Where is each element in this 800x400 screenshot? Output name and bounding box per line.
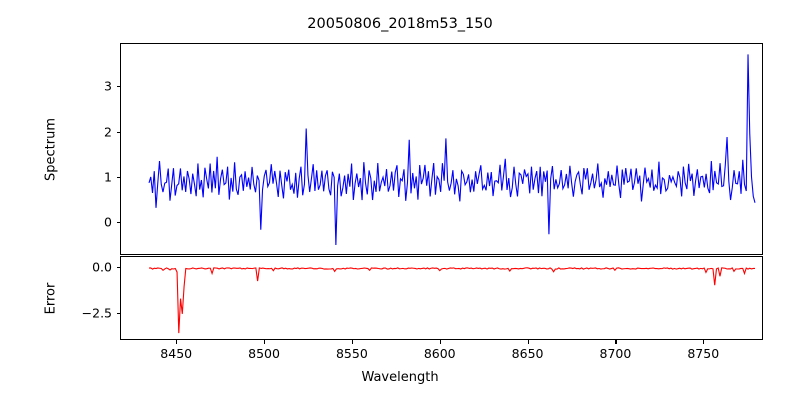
error-line-series xyxy=(121,257,762,339)
y-axis-label-spectrum: Spectrum xyxy=(43,118,59,181)
spectrum-trace xyxy=(149,54,755,245)
spectrum-line-series xyxy=(121,44,762,254)
x-tick-mark xyxy=(615,340,617,344)
y-tick-mark-spectrum xyxy=(116,86,120,88)
y-tick-mark-error xyxy=(116,267,120,269)
y-tick-label-error: −2.5 xyxy=(81,305,112,321)
error-trace xyxy=(149,268,755,333)
x-tick-mark xyxy=(527,340,529,344)
error-plot-area xyxy=(120,256,763,340)
y-tick-label-spectrum: 3 xyxy=(104,78,112,94)
y-tick-label-error: 0.0 xyxy=(92,259,112,275)
x-tick-mark xyxy=(264,340,266,344)
y-tick-label-spectrum: 0 xyxy=(104,214,112,230)
x-tick-label: 8550 xyxy=(335,346,368,361)
y-tick-mark-error xyxy=(116,313,120,315)
y-axis-label-error: Error xyxy=(43,282,59,315)
y-tick-mark-spectrum xyxy=(116,131,120,133)
y-tick-mark-spectrum xyxy=(116,176,120,178)
chart-title: 20050806_2018m53_150 xyxy=(307,16,493,32)
y-tick-mark-spectrum xyxy=(116,222,120,224)
x-axis-label: Wavelength xyxy=(361,370,439,385)
x-tick-mark xyxy=(439,340,441,344)
spectrum-plot-area xyxy=(120,43,763,255)
x-tick-label: 8450 xyxy=(160,346,193,361)
x-tick-mark xyxy=(176,340,178,344)
y-tick-label-spectrum: 2 xyxy=(104,124,112,140)
x-tick-label: 8700 xyxy=(599,346,632,361)
x-tick-mark xyxy=(703,340,705,344)
x-tick-mark xyxy=(351,340,353,344)
x-tick-label: 8600 xyxy=(423,346,456,361)
x-tick-label: 8750 xyxy=(687,346,720,361)
x-tick-label: 8500 xyxy=(248,346,280,361)
y-tick-label-spectrum: 1 xyxy=(104,169,112,185)
x-tick-label: 8650 xyxy=(511,346,544,361)
